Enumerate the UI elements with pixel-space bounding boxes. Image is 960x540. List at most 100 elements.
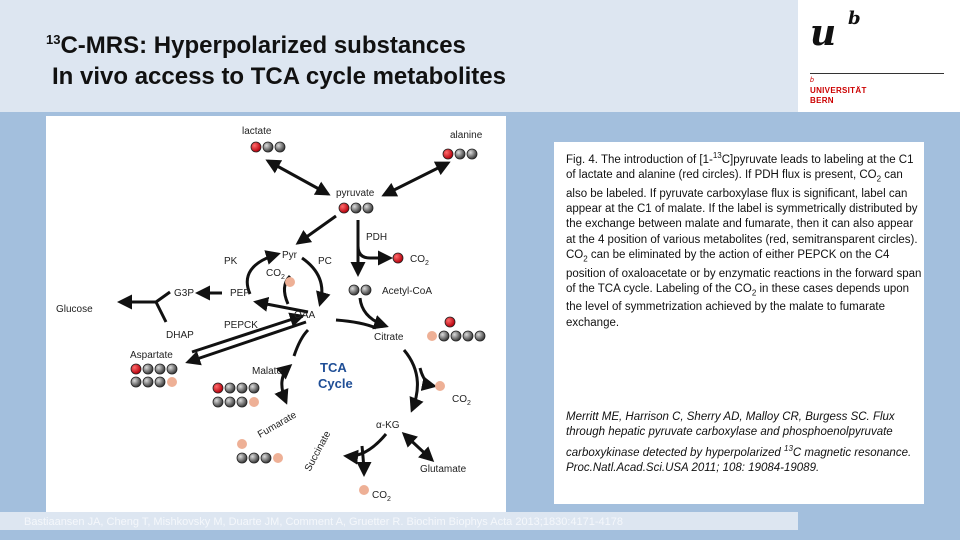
arrow-akg-succinate	[343, 433, 388, 465]
pepck-co2-semi	[285, 277, 295, 287]
fumarate-c2	[248, 452, 260, 464]
aspartate2-c2	[142, 376, 154, 388]
label-malate: Malate	[252, 366, 282, 377]
fumarate-c1	[236, 452, 248, 464]
label-tca: TCA	[320, 360, 347, 375]
fumarate-c3	[260, 452, 272, 464]
metabolic-diagram-panel: lactate alanine pyruvate PDH CO2 Acetyl-…	[46, 116, 506, 512]
arrow-malate-oaa	[292, 328, 310, 357]
label-glutamate: Glutamate	[420, 464, 467, 475]
citrate-c3	[462, 330, 474, 342]
citrate-co2-semi	[435, 381, 445, 391]
slide-title: 13C-MRS: Hyperpolarized substances In vi…	[46, 24, 506, 92]
university-logo-mark: u	[810, 12, 837, 54]
aspartate-c4	[166, 363, 178, 375]
label-pdh-co2: CO2	[410, 254, 429, 267]
arrow-pyruvate-lactate	[265, 159, 331, 196]
label-cycle: Cycle	[318, 376, 353, 391]
label-pepck-co2: CO2	[266, 268, 285, 281]
malate2-c1	[212, 396, 224, 408]
alanine-c3	[466, 148, 478, 160]
arrow-g3p-branch	[120, 290, 171, 323]
citrate-top-labeled	[444, 316, 456, 328]
arrow-pyruvate-alanine	[381, 161, 451, 197]
alanine-c1-labeled	[442, 148, 454, 160]
label-g3p: G3P	[174, 288, 194, 299]
lactate-c3	[274, 141, 286, 153]
malate2-c4-semi	[249, 397, 259, 407]
label-pc: PC	[318, 256, 332, 267]
label-dhap: DHAP	[166, 330, 194, 341]
label-akg: α-KG	[376, 420, 400, 431]
literature-reference: Merritt ME, Harrison C, Sherry AD, Mallo…	[566, 411, 912, 474]
arrow-succinate-co2	[356, 445, 372, 477]
logo-divider	[810, 73, 944, 74]
citrate-c2	[450, 330, 462, 342]
arrow-aspartate-oaa	[191, 312, 305, 354]
arrow-oaa-pep	[253, 296, 309, 314]
lactate-c1-labeled	[250, 141, 262, 153]
title-line-2: In vivo access to TCA cycle metabolites	[52, 63, 506, 90]
pyruvate-c1-labeled	[338, 202, 350, 214]
lactate-c2	[262, 141, 274, 153]
university-name: UNIVERSITÄT BERN	[810, 86, 867, 105]
pyruvate-c3	[362, 202, 374, 214]
pathway-arrows	[117, 159, 451, 477]
caption-panel	[554, 142, 924, 504]
label-fumarate: Fumarate	[256, 409, 299, 440]
fumarate-c4-semi	[273, 453, 283, 463]
label-aspartate: Aspartate	[130, 350, 173, 361]
label-succinate: Succinate	[303, 429, 334, 473]
label-glucose: Glucose	[56, 304, 93, 315]
citrate-c-semi	[427, 331, 437, 341]
arrow-pc	[301, 256, 331, 307]
aspartate-c1-labeled	[130, 363, 142, 375]
title-line-1: 13C-MRS: Hyperpolarized substances	[46, 32, 466, 59]
label-pyruvate: pyruvate	[336, 188, 375, 199]
aspartate-c3	[154, 363, 166, 375]
aspartate-c2	[142, 363, 154, 375]
label-pk: PK	[224, 256, 238, 267]
logo-small-b: b	[810, 77, 814, 84]
label-pepck: PEPCK	[224, 320, 258, 331]
aspartate2-c3	[154, 376, 166, 388]
figure-caption: Fig. 4. The introduction of [1-13C]pyruv…	[566, 151, 922, 329]
pyruvate-c2	[350, 202, 362, 214]
label-citrate: Citrate	[374, 332, 404, 343]
citrate-c1	[438, 330, 450, 342]
arrow-pyruvate-pyr	[295, 214, 337, 245]
arrow-citrate-akg	[402, 349, 424, 413]
malate-c1-labeled	[212, 382, 224, 394]
alanine-c2	[454, 148, 466, 160]
label-alanine: alanine	[450, 130, 483, 141]
aspartate2-c4-semi	[167, 377, 177, 387]
arrow-citrate-co2	[418, 367, 437, 391]
arrow-oaa-citrate	[335, 318, 377, 330]
arrow-acetylcoa-citrate	[358, 297, 389, 330]
tca-pathway-diagram: lactate alanine pyruvate PDH CO2 Acetyl-…	[56, 126, 486, 503]
arrow-fumarate-malate	[274, 364, 293, 405]
label-pep: PEP	[230, 288, 250, 299]
labeled-carbons	[130, 141, 486, 495]
label-lactate: lactate	[242, 126, 272, 137]
malate-c4	[248, 382, 260, 394]
acetylcoa-c2	[360, 284, 372, 296]
footer-band	[0, 512, 798, 530]
malate-c3	[236, 382, 248, 394]
succinate-co2-semi	[359, 485, 369, 495]
header-band	[0, 0, 798, 112]
label-acetyl-coa: Acetyl-CoA	[382, 286, 432, 297]
label-succinate-co2: CO2	[372, 490, 391, 503]
label-pyr: Pyr	[282, 250, 298, 261]
label-oaa: OAA	[294, 310, 315, 321]
footer-citation: Bastiaansen JA, Cheng T, Mishkovsky M, D…	[24, 516, 623, 528]
university-logo-superscript: b	[848, 8, 861, 29]
arrow-oaa-aspartate	[185, 320, 307, 366]
malate2-c2	[224, 396, 236, 408]
arrow-pk	[245, 250, 281, 295]
pdh-co2-labeled	[392, 252, 404, 264]
citrate-c4	[474, 330, 486, 342]
label-pdh: PDH	[366, 232, 387, 243]
malate-c2	[224, 382, 236, 394]
logo-area	[798, 0, 960, 112]
